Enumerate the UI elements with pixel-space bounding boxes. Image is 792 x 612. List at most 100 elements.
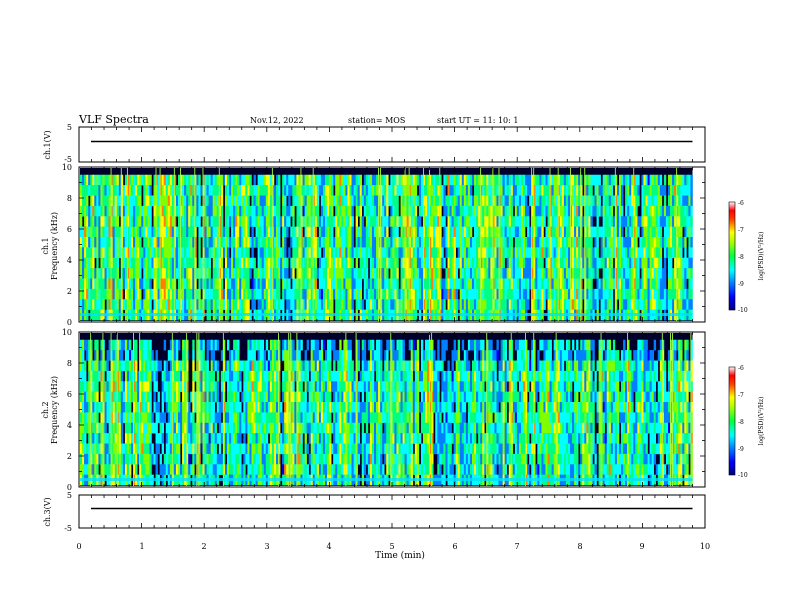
spectrogram-cell — [100, 299, 103, 310]
spectrogram-cell — [412, 288, 416, 300]
spectrogram-cell — [404, 278, 407, 290]
spectrogram-cell — [86, 381, 89, 392]
spectrogram-cell — [320, 268, 324, 279]
spectrogram-cell — [292, 257, 295, 269]
spectrogram-cell — [349, 195, 352, 207]
spectrogram-cell — [608, 278, 612, 290]
spectrogram-cell — [476, 257, 479, 269]
spectrogram-cell — [84, 443, 87, 455]
spectrogram-cell — [500, 195, 503, 207]
spectrogram-cell — [214, 247, 218, 259]
spectrogram-cell — [122, 412, 126, 424]
spectrogram-cell — [214, 205, 218, 217]
spectrogram-cell — [292, 268, 295, 279]
spectrogram-cell — [373, 205, 377, 217]
spectrogram-cell — [314, 185, 318, 196]
spectrogram-cell — [463, 247, 467, 259]
spectrogram-cell — [194, 174, 197, 186]
spectrogram-cell — [294, 174, 297, 186]
spectrogram-cell — [396, 247, 399, 259]
spectrogram-cell — [122, 205, 126, 217]
spectrogram-cell — [574, 205, 577, 217]
spectrogram-cell — [625, 174, 628, 186]
spectrogram-cell — [218, 288, 222, 300]
spectrogram-cell — [94, 268, 97, 279]
spectrogram-cell — [359, 257, 363, 269]
spectrogram-cell — [243, 268, 246, 279]
spectrogram-cell — [245, 278, 248, 290]
spectrogram-cell — [329, 195, 332, 207]
spectrogram-cell — [518, 216, 522, 227]
spectrogram-cell — [451, 216, 454, 227]
spectrogram-cell — [220, 257, 224, 269]
spectrogram-cell — [231, 412, 234, 424]
spectrogram-cell — [178, 464, 181, 475]
spectrogram-cell — [149, 278, 152, 290]
spectrogram-cell — [173, 195, 177, 207]
spectrogram-cell — [672, 185, 675, 196]
spectrogram-cell — [535, 237, 538, 248]
spectrogram-cell — [214, 412, 218, 424]
spectrogram-cell — [88, 268, 91, 279]
spectrogram-cell — [129, 453, 132, 465]
spectrogram-cell — [239, 370, 242, 382]
spectrogram-cell — [245, 257, 248, 269]
spectrogram-cell — [278, 216, 281, 227]
spectrogram-cell — [245, 247, 248, 259]
spectrogram-cell — [404, 247, 407, 259]
spectrogram-cell — [153, 257, 156, 269]
spectrogram-cell — [298, 185, 301, 196]
spectrogram-cell — [433, 257, 436, 269]
sferic-line — [171, 333, 173, 486]
spectrogram-cell — [229, 391, 232, 403]
spectrogram-cell — [202, 257, 205, 269]
spectrogram-cell — [347, 278, 350, 290]
spectrogram-cell — [523, 237, 526, 248]
spectrogram-cell — [173, 226, 177, 238]
spectrogram-cell — [318, 288, 322, 300]
spectrogram-cell — [382, 247, 385, 259]
spectrogram-cell — [384, 257, 387, 269]
spectrogram-cell — [322, 288, 326, 300]
spectrogram-cell — [229, 370, 232, 382]
spectrogram-cell — [331, 237, 334, 248]
spectrogram-cell — [453, 288, 456, 300]
spectrogram-cell — [220, 174, 224, 186]
spectrogram-cell — [298, 299, 301, 310]
spectrogram-cell — [602, 299, 605, 310]
spectrogram-cell — [653, 268, 657, 279]
spectrogram-cell — [555, 268, 559, 279]
spectrogram-cell — [120, 433, 124, 444]
spectrogram-cell — [341, 237, 344, 248]
spectrogram-cell — [86, 339, 89, 351]
spectrogram-cell — [194, 443, 197, 455]
spectrogram-cell — [153, 278, 156, 290]
spectrogram-cell — [369, 288, 373, 300]
spectrogram-cell — [120, 174, 124, 186]
spectrogram-cell — [259, 205, 262, 217]
spectrogram-cell — [543, 288, 546, 300]
spectrogram-cell — [384, 205, 387, 217]
spectrogram-cell — [216, 339, 220, 351]
spectrogram-cell — [118, 288, 122, 300]
spectrogram-cell — [233, 226, 236, 238]
spectrogram-cell — [404, 257, 407, 269]
spectrogram-cell — [175, 299, 179, 310]
spectrogram-cell — [171, 237, 175, 248]
spectrogram-cell — [155, 278, 158, 290]
spectrogram-cell — [384, 195, 387, 207]
spectrogram-cell — [514, 257, 518, 269]
spectrogram-cell — [539, 299, 542, 310]
spectrogram-cell — [147, 412, 150, 424]
spectrogram-cell — [490, 247, 493, 259]
spectrogram-cell — [131, 195, 134, 207]
sferic-line — [155, 168, 157, 321]
spectrogram-cell — [469, 268, 473, 279]
spectrogram-cell — [222, 350, 226, 361]
spectrogram-cell — [618, 299, 622, 310]
spectrogram-cell — [153, 360, 156, 372]
spectrogram-cell — [549, 268, 552, 279]
spectrogram-cell — [592, 247, 595, 259]
spectrogram-cell — [143, 226, 146, 238]
spectrogram-cell — [555, 195, 559, 207]
